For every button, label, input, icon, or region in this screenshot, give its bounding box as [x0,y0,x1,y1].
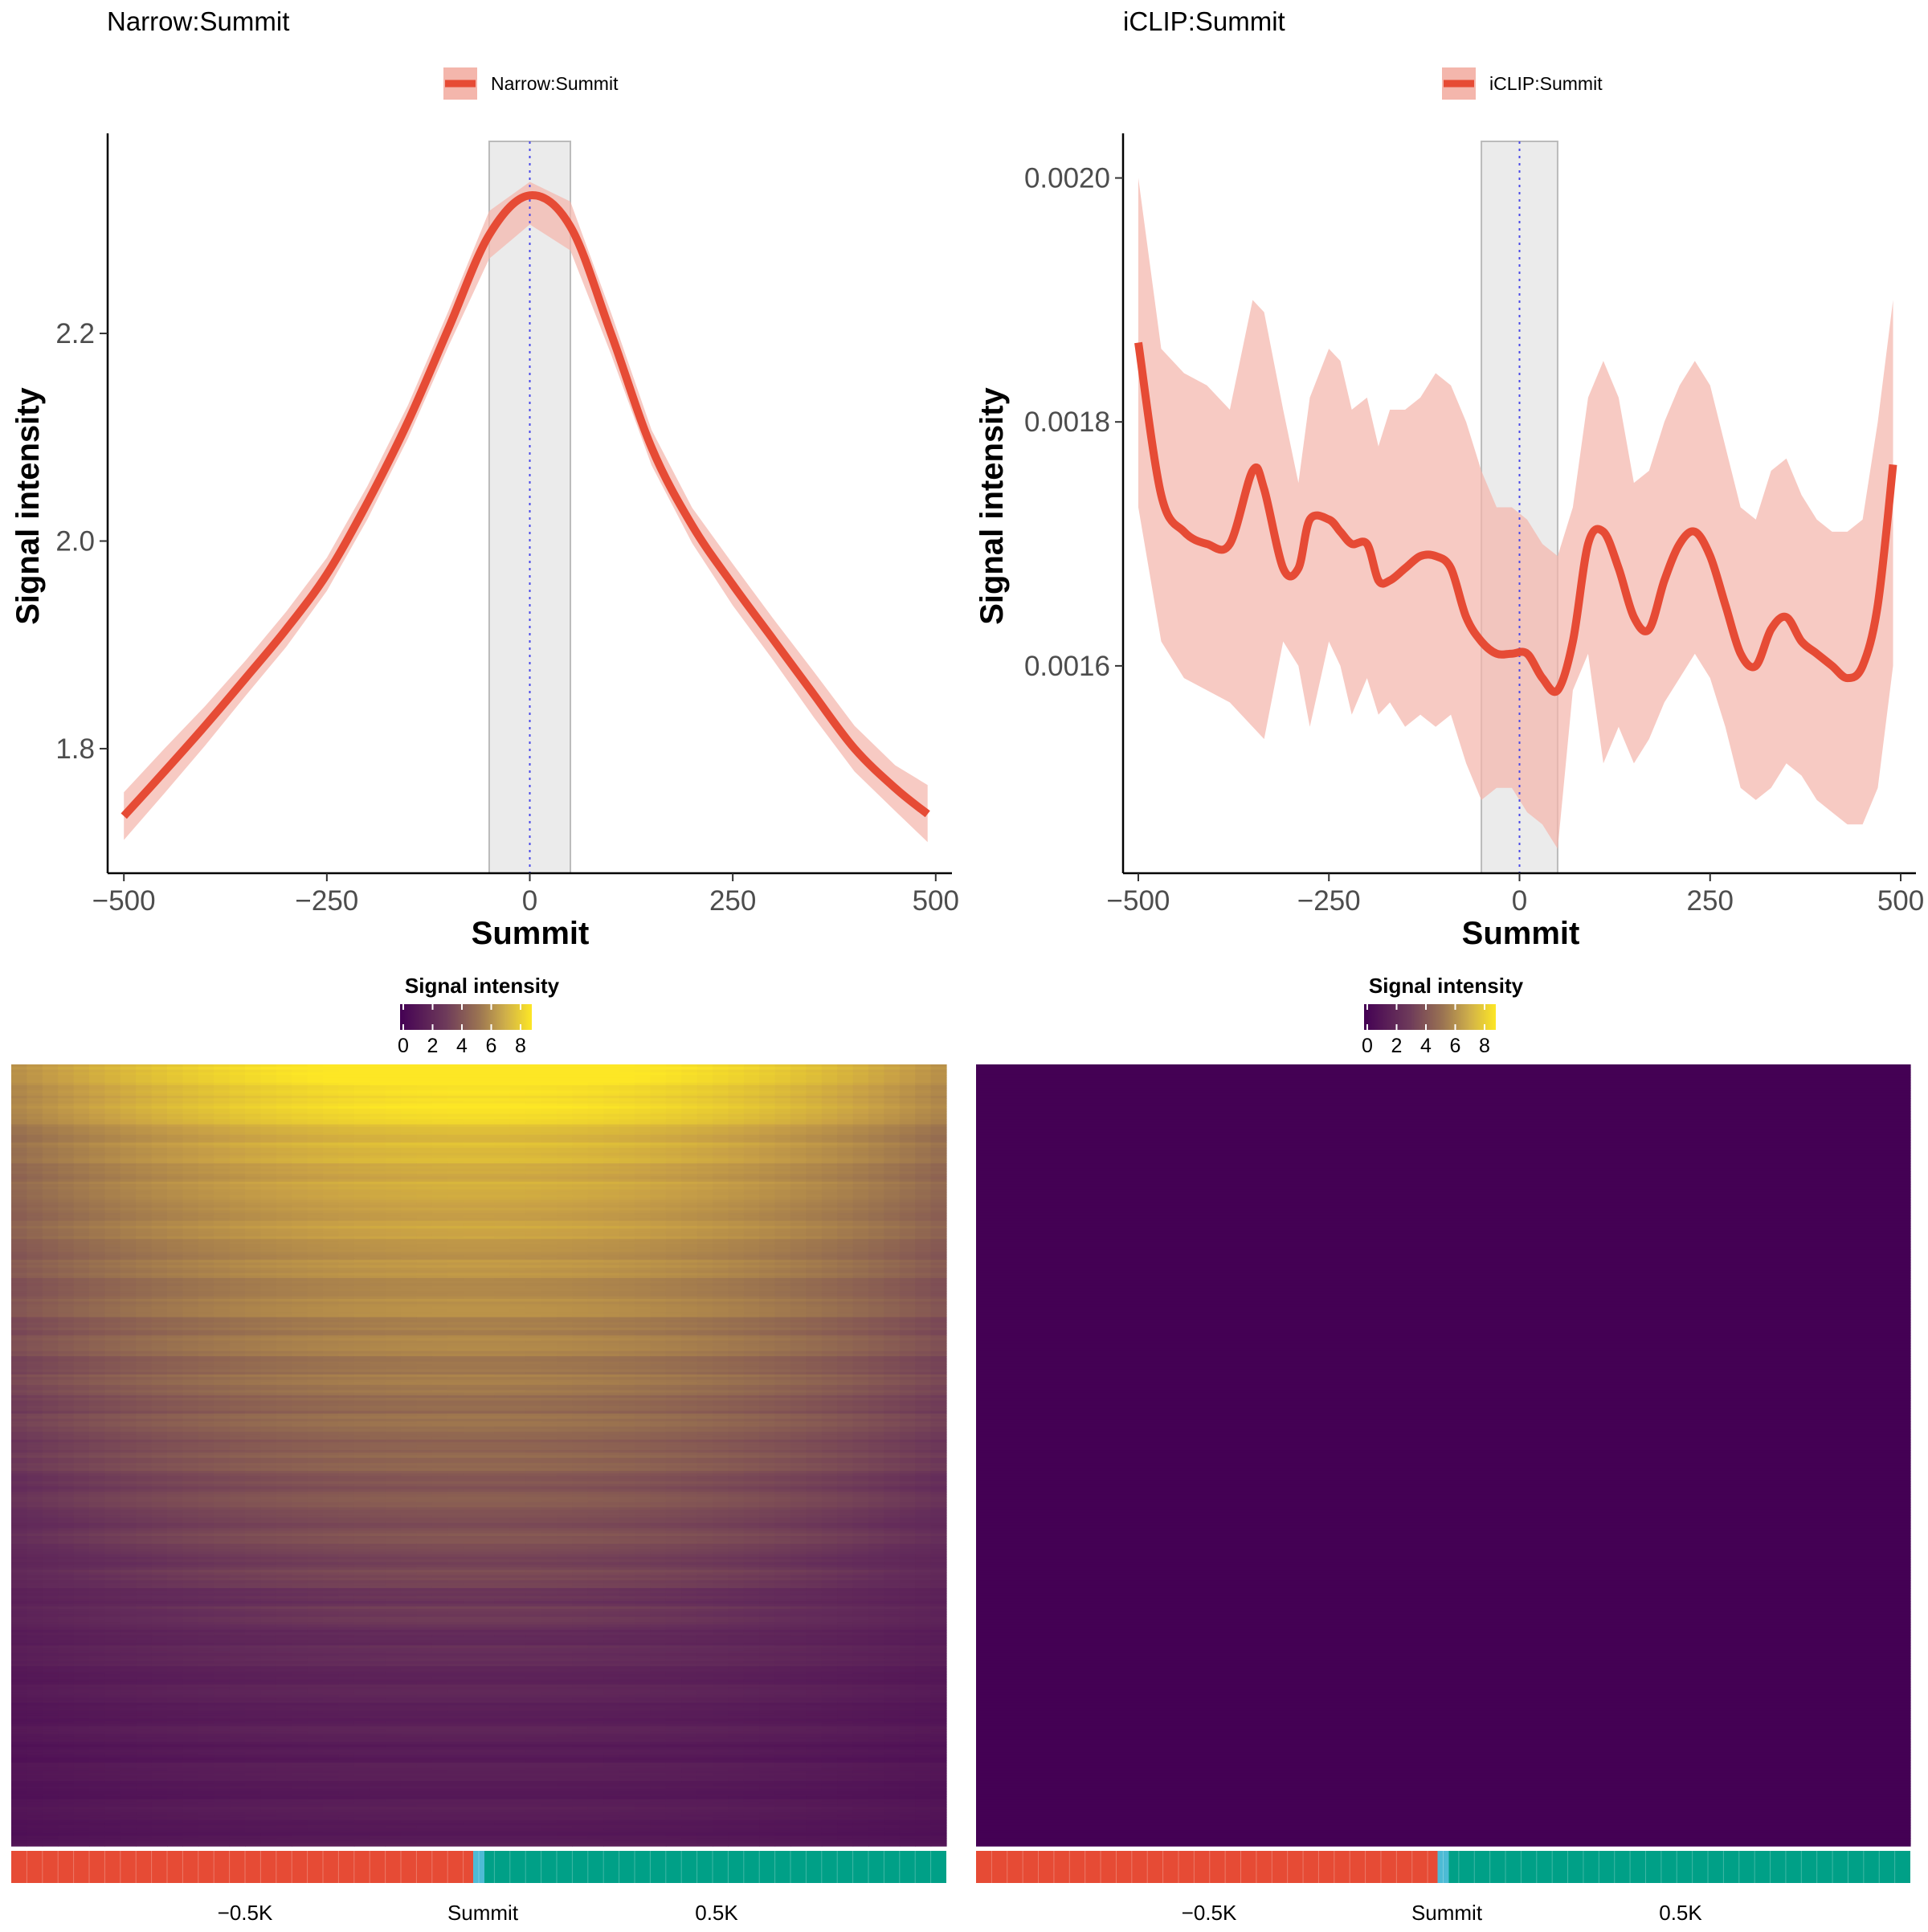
x-tick-label: 500 [1877,885,1924,917]
x-tick-label: 250 [709,885,756,917]
heatmap-legend-title: Signal intensity [405,974,560,998]
y-tick-label: 0.0016 [1024,651,1110,682]
iclip-summit-profile-panel: iCLIP:Summit iCLIP:Summit −500 −250 0 250 50… [974,6,1924,951]
x-tick-label: −500 [92,885,156,917]
legend-label: Narrow:Summit [491,73,619,94]
y-axis-label: Signal intensity [10,386,46,624]
y-tick-label: 1.8 [55,733,95,765]
narrow-summit-profile-panel: Narrow:Summit Narrow:Summit −500 −250 0 250… [10,6,959,951]
x-axis-label: Summit [472,916,590,951]
y-axis-label: Signal intensity [974,386,1010,624]
line-plot-area: −500 −250 0 250 500 1.8 2.0 2.2 [55,133,959,917]
x-tick-label: 0 [1512,885,1527,917]
panel-title: Narrow:Summit [107,6,289,36]
x-tick-label: 500 [913,885,959,917]
y-tick-label: 2.0 [55,525,95,557]
x-tick-label: 250 [1687,885,1734,917]
colorbar-tick-label: 4 [456,1035,468,1057]
x-tick-label: −250 [295,885,358,917]
heatmap-colorbar [400,1004,532,1030]
colorbar-tick-label: 8 [515,1035,526,1057]
line-plot-area: −500 −250 0 250 500 0.0016 0.0018 0.0020 [1024,133,1924,917]
x-tick-label: −250 [1297,885,1361,917]
colorbar-tick-label: 0 [398,1035,409,1057]
x-tick-label: −500 [1107,885,1170,917]
y-tick-label: 2.2 [55,318,95,349]
legend-label: iCLIP:Summit [1489,73,1603,94]
y-tick-label: 0.0020 [1024,163,1110,194]
y-tick-label: 0.0018 [1024,406,1110,438]
panel-title: iCLIP:Summit [1123,6,1285,36]
heatmap-grid [11,1064,947,1847]
x-axis-label: Summit [1462,916,1580,951]
colorbar-tick-label: 2 [427,1035,439,1057]
colorbar-tick-label: 6 [486,1035,497,1057]
x-tick-label: 0 [522,885,537,917]
